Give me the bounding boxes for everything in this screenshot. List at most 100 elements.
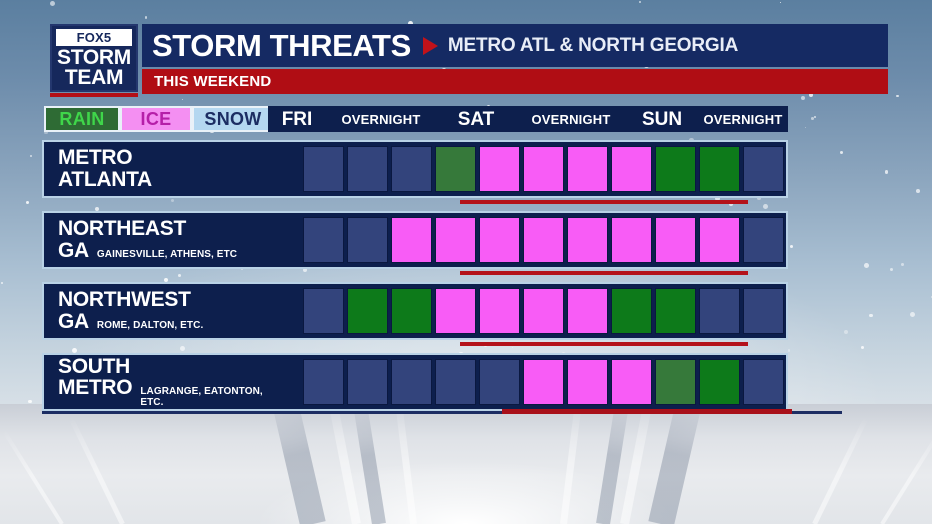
table-row: METRO ATLANTA [42, 140, 788, 198]
row-cells [303, 146, 784, 192]
threat-cell-empty [743, 359, 784, 405]
storm-word: STORM [57, 46, 131, 69]
row-red-underline [460, 271, 748, 275]
region-subtitle: GAINESVILLE, ATHENS, ETC [96, 249, 238, 260]
threat-cell-ice [523, 146, 564, 192]
timeline-column-sat-2: SAT [457, 108, 495, 130]
row-label: NORTHEAST GA GAINESVILLE, ATHENS, ETC [58, 213, 237, 267]
threat-cell-ice [523, 288, 564, 334]
snow-fleck [511, 346, 514, 349]
snow-fleck [900, 262, 904, 266]
threat-cell-rain [347, 288, 388, 334]
timeline-column-overnight-1: OVERNIGHT [341, 111, 421, 127]
threat-cell-empty [303, 146, 344, 192]
snow-fleck [811, 117, 814, 121]
threat-cell-ice [567, 288, 608, 334]
region-subtitle: ROME, DALTON, ETC. [96, 320, 204, 331]
region-name-line1: METRO [58, 146, 133, 170]
snow-fleck [180, 345, 186, 352]
row-cells [303, 288, 784, 334]
table-row: NORTHWEST GA ROME, DALTON, ETC. [42, 282, 788, 340]
snow-fleck [95, 206, 100, 211]
legend: RAIN ICE SNOW [44, 106, 274, 132]
threat-cell-rain [611, 288, 652, 334]
threat-cell-ice [611, 359, 652, 405]
row-label: SOUTH METRO LAGRANGE, EATONTON, ETC. [58, 355, 270, 409]
snow-fleck [26, 201, 30, 205]
snow-fleck [861, 346, 865, 350]
region-name-line2: METRO [58, 376, 133, 400]
threat-cell-rain [699, 146, 740, 192]
legend-item-ice: ICE [120, 106, 192, 132]
title-subtitle: METRO ATL & NORTH GEORGIA [447, 35, 739, 56]
snow-fleck [163, 278, 168, 283]
threat-cell-empty [303, 288, 344, 334]
bottom-red-rule [502, 409, 792, 414]
snow-fleck [884, 170, 889, 174]
row-red-underline [460, 200, 748, 204]
snow-fleck [916, 189, 920, 193]
timeline-column-overnight-5: OVERNIGHT [703, 111, 783, 127]
this-weekend-banner: THIS WEEKEND [142, 69, 888, 94]
region-name-line2: GA [58, 239, 89, 262]
threat-cell-ice [479, 146, 520, 192]
snow-fleck [800, 95, 805, 100]
snow-fleck [805, 127, 807, 129]
table-row: NORTHEAST GA GAINESVILLE, ATHENS, ETC [42, 211, 788, 269]
threat-cell-empty [743, 217, 784, 263]
threat-cell-empty [347, 217, 388, 263]
snow-fleck [763, 204, 769, 210]
page-title: STORM THREATS [152, 28, 411, 63]
banner-label: THIS WEEKEND [154, 73, 272, 90]
snow-fleck [144, 16, 148, 20]
threat-cell-ice [479, 217, 520, 263]
threat-cell-empty [435, 359, 476, 405]
region-name-line2: ATLANTA [58, 168, 152, 191]
threat-cell-ice [567, 146, 608, 192]
threat-cell-rain [655, 288, 696, 334]
legend-label-snow: SNOW [204, 108, 262, 129]
threat-cell-ice [699, 217, 740, 263]
snow-fleck [303, 267, 308, 272]
region-name-line2: GA [58, 310, 89, 333]
fox5-storm-team-logo: FOX5 STORM TEAM [50, 24, 138, 92]
row-cells [303, 359, 784, 405]
snow-fleck [639, 0, 642, 4]
threat-cell-ice [523, 217, 564, 263]
threat-cell-rain [655, 146, 696, 192]
snow-fleck [813, 115, 816, 118]
row-red-underline [460, 342, 748, 346]
threat-cell-ice [523, 359, 564, 405]
threat-cell-ice [435, 288, 476, 334]
legend-label-ice: ICE [140, 108, 172, 129]
legend-item-rain: RAIN [44, 106, 120, 132]
region-name-line1: NORTHEAST [58, 217, 186, 241]
row-label: NORTHWEST GA ROME, DALTON, ETC. [58, 284, 203, 338]
snow-fleck [29, 154, 33, 157]
threat-cell-ice [611, 217, 652, 263]
threat-cell-ice [655, 217, 696, 263]
timeline-column-overnight-3: OVERNIGHT [531, 111, 611, 127]
timeline-header: FRI OVERNIGHT SAT OVERNIGHT SUN OVERNIGHT [268, 106, 788, 132]
threat-cell-empty [699, 288, 740, 334]
threat-cell-rain_muted [655, 359, 696, 405]
threat-cell-ice [479, 288, 520, 334]
table-row: SOUTH METRO LAGRANGE, EATONTON, ETC. [42, 353, 788, 411]
title-bar: STORM THREATS METRO ATL & NORTH GEORGIA [142, 24, 888, 67]
studio-floor [0, 404, 932, 524]
snow-fleck [49, 0, 55, 7]
snow-fleck [729, 202, 733, 206]
region-name-line1: SOUTH [58, 354, 131, 378]
snow-fleck [787, 349, 791, 353]
threat-cell-ice [391, 217, 432, 263]
row-label: METRO ATLANTA [58, 142, 160, 196]
region-name-line1: NORTHWEST [58, 288, 191, 312]
threat-cell-ice [435, 217, 476, 263]
threat-cell-empty [347, 146, 388, 192]
logo-red-underline [50, 93, 138, 97]
threat-cell-empty [303, 217, 344, 263]
snow-fleck [864, 263, 870, 268]
snow-fleck [171, 198, 175, 202]
region-subtitle: LAGRANGE, EATONTON, ETC. [140, 386, 263, 408]
